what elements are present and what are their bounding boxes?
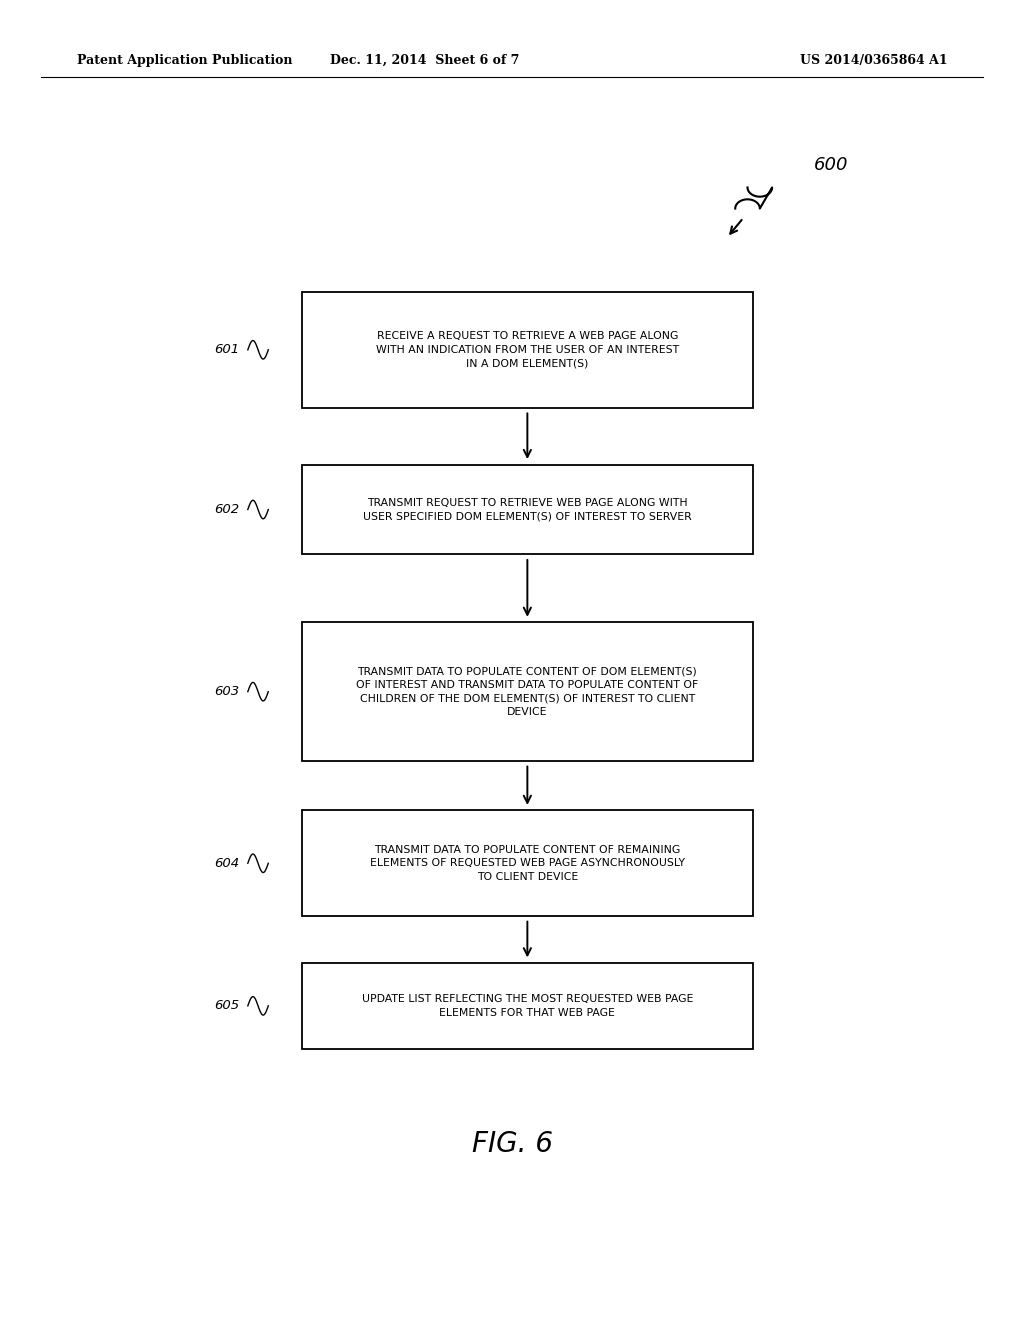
Bar <box>302 292 753 408</box>
Text: 603: 603 <box>214 685 240 698</box>
Bar <box>302 465 753 554</box>
Bar <box>302 810 753 916</box>
Text: 604: 604 <box>214 857 240 870</box>
Bar <box>302 623 753 760</box>
Text: Patent Application Publication: Patent Application Publication <box>77 54 292 67</box>
Text: 602: 602 <box>214 503 240 516</box>
Bar <box>302 964 753 1048</box>
Text: Dec. 11, 2014  Sheet 6 of 7: Dec. 11, 2014 Sheet 6 of 7 <box>331 54 519 67</box>
Text: US 2014/0365864 A1: US 2014/0365864 A1 <box>800 54 947 67</box>
Text: RECEIVE A REQUEST TO RETRIEVE A WEB PAGE ALONG
WITH AN INDICATION FROM THE USER : RECEIVE A REQUEST TO RETRIEVE A WEB PAGE… <box>376 331 679 368</box>
Text: TRANSMIT DATA TO POPULATE CONTENT OF REMAINING
ELEMENTS OF REQUESTED WEB PAGE AS: TRANSMIT DATA TO POPULATE CONTENT OF REM… <box>370 845 685 882</box>
Text: 601: 601 <box>214 343 240 356</box>
Text: TRANSMIT DATA TO POPULATE CONTENT OF DOM ELEMENT(S)
OF INTEREST AND TRANSMIT DAT: TRANSMIT DATA TO POPULATE CONTENT OF DOM… <box>356 667 698 717</box>
Text: FIG. 6: FIG. 6 <box>471 1130 553 1159</box>
Text: UPDATE LIST REFLECTING THE MOST REQUESTED WEB PAGE
ELEMENTS FOR THAT WEB PAGE: UPDATE LIST REFLECTING THE MOST REQUESTE… <box>361 994 693 1018</box>
Text: TRANSMIT REQUEST TO RETRIEVE WEB PAGE ALONG WITH
USER SPECIFIED DOM ELEMENT(S) O: TRANSMIT REQUEST TO RETRIEVE WEB PAGE AL… <box>362 498 692 521</box>
Text: 605: 605 <box>214 999 240 1012</box>
Text: 600: 600 <box>814 156 849 174</box>
